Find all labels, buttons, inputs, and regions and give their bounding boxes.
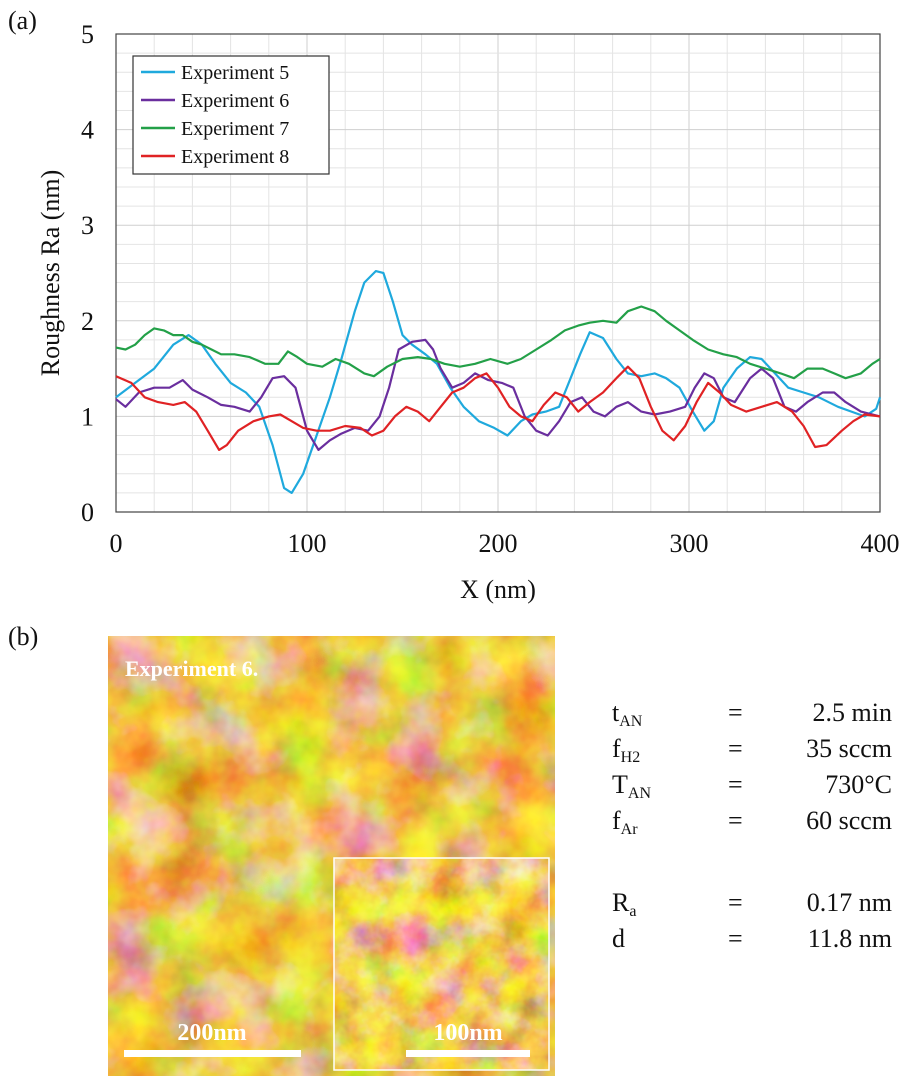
legend-label: Experiment 8 (181, 146, 289, 168)
plot-area (115, 33, 881, 513)
y-tick-label: 4 (81, 116, 94, 145)
result-row: d = 11.8 nm (612, 926, 892, 962)
legend-box (132, 55, 330, 175)
y-axis-label: Roughness Ra (nm) (36, 170, 65, 377)
roughness-line-chart: 0 100 200 300 400 0 1 2 3 4 5 X (nm) Roughness Ra … (36, 20, 900, 604)
result-equals: = (728, 888, 743, 917)
parameter-value: 2.5 min (812, 698, 892, 727)
y-tick-label: 2 (81, 307, 94, 336)
x-tick-label: 400 (861, 529, 900, 558)
legend-label: Experiment 5 (181, 62, 289, 84)
x-tick-label: 300 (670, 529, 709, 558)
result-row: Ra = 0.17 nm (612, 890, 892, 926)
x-tick-label: 100 (288, 529, 327, 558)
afm-title: Experiment 6. (125, 656, 258, 681)
parameter-value: 60 sccm (806, 806, 892, 835)
afm-inset (333, 857, 550, 1071)
parameter-value: 35 sccm (806, 734, 892, 763)
parameter-equals: = (728, 734, 743, 763)
panel-a-label: (a) (8, 6, 37, 35)
x-tick-label: 200 (479, 529, 518, 558)
scale-bar-inset-label: 100nm (433, 1020, 502, 1046)
parameter-equals: = (728, 698, 743, 727)
series-line-8 (115, 365, 881, 451)
parameter-symbol: fAr (612, 806, 638, 838)
parameter-symbol: tAN (612, 698, 643, 730)
parameter-symbol: fH2 (612, 734, 641, 766)
y-tick-label: 5 (81, 20, 94, 49)
axis-ticks: 0 100 200 300 400 0 1 2 3 4 5 (81, 20, 900, 558)
parameter-row: fH2 = 35 sccm (612, 736, 892, 772)
result-value: 11.8 nm (807, 924, 892, 953)
parameter-equals: = (728, 806, 743, 835)
result-equals: = (728, 924, 743, 953)
scale-bar-inset (406, 1050, 530, 1057)
process-parameters: tAN = 2.5 min fH2 = 35 sccm TAN = 730°C fAr = 60 sc… (612, 700, 892, 962)
y-tick-label: 1 (81, 402, 94, 431)
chart-legend: Experiment 5 Experiment 6 Experiment 7 Expe… (132, 55, 330, 175)
legend-label: Experiment 7 (181, 118, 289, 140)
legend-label: Experiment 6 (181, 90, 289, 112)
x-axis-label: X (nm) (460, 575, 536, 604)
parameter-symbol: TAN (612, 770, 651, 802)
panel-b-label: (b) (8, 622, 39, 651)
result-symbol: d (612, 924, 625, 953)
afm-image: Experiment 6. 200nm 100nm (108, 636, 555, 1076)
parameter-row: fAr = 60 sccm (612, 808, 892, 844)
scale-bar-main-label: 200nm (177, 1020, 246, 1046)
series-line-7 (115, 305, 881, 380)
parameter-equals: = (728, 770, 743, 799)
x-tick-label: 0 (110, 529, 123, 558)
parameter-row: TAN = 730°C (612, 772, 892, 808)
result-value: 0.17 nm (806, 888, 892, 917)
series-line-6 (115, 338, 881, 451)
parameter-value: 730°C (825, 770, 892, 799)
y-tick-label: 3 (81, 211, 94, 240)
scale-bar-main (124, 1050, 301, 1057)
y-tick-label: 0 (81, 498, 94, 527)
chart-series (115, 270, 882, 494)
parameter-row: tAN = 2.5 min (612, 700, 892, 736)
series-line-5 (115, 270, 882, 494)
result-symbol: Ra (612, 888, 637, 920)
